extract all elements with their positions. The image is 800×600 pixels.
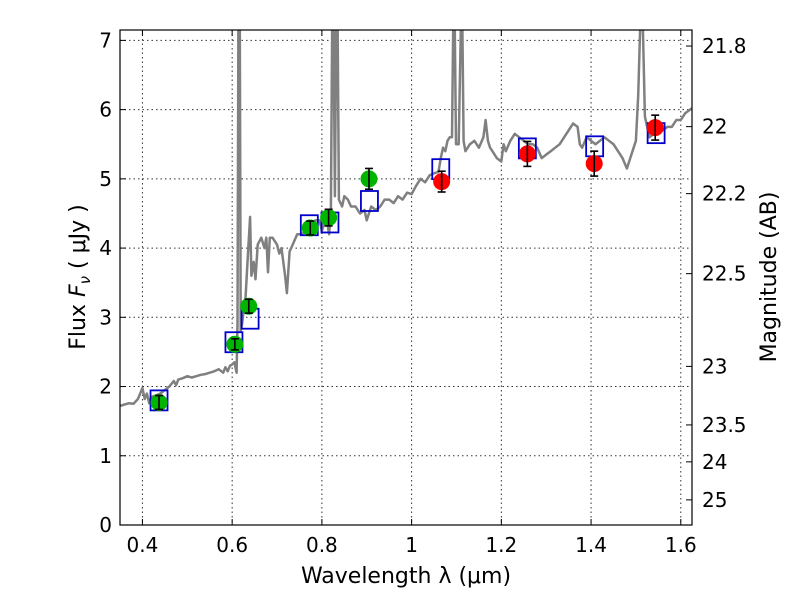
x-tick-label: 0.8 (306, 533, 338, 557)
error-bar (437, 170, 446, 193)
grid (120, 30, 692, 526)
y-axis-label-symbol: F (66, 284, 91, 297)
plot-frame (119, 29, 693, 526)
x-tick-label: 1.2 (485, 533, 517, 557)
mag-tick-label: 22.5 (702, 262, 747, 286)
y-tick-label: 1 (99, 444, 112, 468)
y-tick-label: 4 (99, 236, 112, 260)
y-tick-label: 3 (99, 305, 112, 329)
model-spectrum-layer (120, 30, 692, 408)
error-bar (364, 167, 373, 191)
mag-tick-label: 23 (702, 354, 727, 378)
y-axis-label: Flux Fν ( μJy ) (66, 204, 94, 349)
mag-tick-label: 24 (702, 450, 727, 474)
x-tick-label: 0.4 (127, 533, 159, 557)
x-tick-label: 1 (405, 533, 418, 557)
y-tick-label: 2 (99, 375, 112, 399)
mag-tick-label: 21.8 (702, 34, 747, 58)
y-tick-label: 7 (99, 28, 112, 52)
error-bar (155, 394, 164, 411)
plot-background (120, 30, 692, 525)
x-tick-label: 1.6 (665, 533, 697, 557)
mag-tick-label: 23.5 (702, 413, 747, 437)
y-axis-label-prefix: Flux (66, 297, 91, 350)
error-bar (306, 220, 315, 236)
x-axis-label: Wavelength λ (μm) (301, 564, 511, 589)
mag-tick-label: 22.2 (702, 182, 747, 206)
y2-axis-label: Magnitude (AB) (757, 192, 782, 363)
error-bar (651, 114, 660, 141)
y-tick-label: 5 (99, 167, 112, 191)
mag-tick-label: 22 (702, 115, 727, 139)
y-axis-label-subscript: ν (76, 276, 94, 284)
x-tick-label: 0.6 (216, 533, 248, 557)
error-bar (230, 337, 239, 351)
y-axis-label-unit: ( μJy ) (66, 204, 91, 276)
x-tick-label: 1.4 (575, 533, 607, 557)
error-bar (590, 150, 599, 177)
error-bar (324, 208, 333, 227)
y-tick-label: 6 (99, 98, 112, 122)
mag-tick-label: 25 (702, 488, 727, 512)
synthetic-photometry-box (360, 190, 379, 212)
y-tick-label: 0 (99, 513, 112, 537)
model-spectrum-line (120, 30, 692, 408)
error-bar (244, 298, 253, 314)
photometry-layer (150, 114, 664, 411)
ticks (120, 30, 692, 526)
error-bar (523, 140, 532, 168)
